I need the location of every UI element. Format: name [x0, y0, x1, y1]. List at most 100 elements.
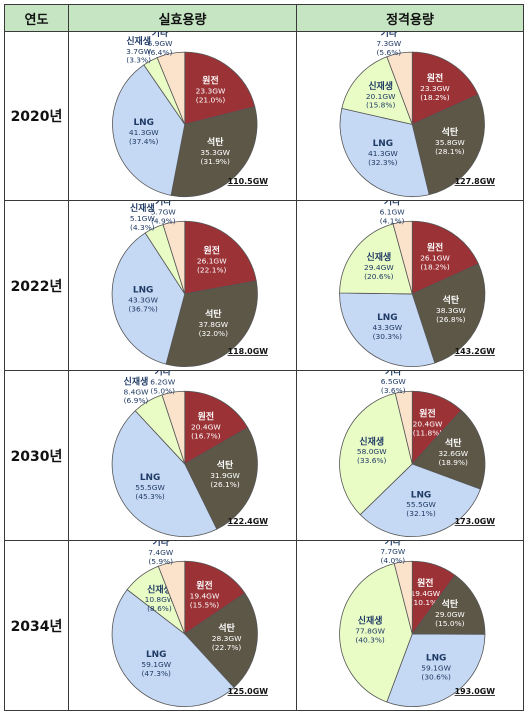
pie-slice-renewable — [341, 56, 413, 125]
slice-value-lng: 55.5GW — [406, 500, 436, 509]
slice-value-renewable: 77.8GW — [355, 627, 385, 636]
slice-value-nuclear: 20.4GW — [191, 422, 221, 431]
slice-value-renewable: 3.7GW — [126, 47, 152, 56]
capacity-table-wrapper: 연도 실효용량 정격용량 2020년 원전 23.3GW (21.0%) 석탄 35.3… — [4, 4, 524, 711]
slice-percent-nuclear: (10.1%) — [411, 598, 441, 607]
slice-value-other: 6.2GW — [150, 378, 176, 387]
slice-name-coal: 석탄 — [217, 459, 234, 471]
slice-value-lng: 41.3GW — [368, 149, 398, 158]
slice-percent-lng: (45.3%) — [135, 492, 165, 501]
slice-label-other: 기타7.3GW(5.6%) — [376, 32, 402, 57]
cell-2020-effective: 원전 23.3GW (21.0%) 석탄 35.3GW (31.9%) LNG 41.3GW(… — [68, 31, 297, 201]
pie-slice-nuclear — [184, 560, 246, 635]
slice-percent-renewable: (20.6%) — [364, 272, 394, 281]
slice-name-coal: 석탄 — [445, 437, 462, 449]
slice-value-other: 7.4GW — [148, 548, 174, 557]
total-capacity-label: 118.0GW — [228, 347, 269, 356]
slice-value-renewable: 5.1GW — [130, 214, 156, 223]
slice-value-nuclear: 26.1GW — [420, 254, 450, 263]
slice-value-renewable: 20.1GW — [366, 92, 396, 101]
slice-name-coal: 석탄 — [218, 622, 235, 634]
pie-slice-nuclear — [411, 220, 479, 295]
slice-name-lng: LNG — [426, 654, 447, 664]
slice-value-coal: 35.3GW — [200, 148, 230, 157]
slice-name-nuclear: 원전 — [204, 245, 220, 257]
slice-name-nuclear: 원전 — [196, 580, 212, 592]
row-2020: 2020년 원전 23.3GW (21.0%) 석탄 35.3GW (31.9%) LNG 4… — [4, 31, 524, 201]
slice-percent-other: (4.1%) — [380, 216, 405, 225]
slice-name-other: 기타 — [385, 371, 402, 377]
row-2034: 2034년 원전 19.4GW (15.5%) 석탄 28.3GW (22.7%) LNG 5… — [4, 540, 524, 711]
pie-slice-coal — [411, 409, 486, 490]
pie-slice-lng — [339, 107, 430, 197]
slice-value-nuclear: 20.4GW — [413, 420, 443, 429]
slice-percent-other: (5.9%) — [148, 557, 173, 566]
slice-percent-coal: (26.1%) — [210, 480, 240, 489]
slice-percent-nuclear: (18.2%) — [420, 262, 450, 271]
slice-percent-renewable: (6.9%) — [124, 396, 149, 405]
pie-slice-lng — [111, 232, 186, 365]
slice-value-nuclear: 19.4GW — [410, 589, 440, 598]
slice-percent-coal: (26.8%) — [436, 315, 466, 324]
slice-value-coal: 35.8GW — [435, 138, 465, 147]
pie-slice-coal — [184, 427, 258, 530]
pie-slice-lng — [112, 64, 186, 196]
slice-value-lng: 59.1GW — [141, 660, 171, 669]
slice-percent-lng: (30.6%) — [421, 673, 451, 682]
slice-name-other: 기타 — [381, 32, 398, 39]
slice-name-nuclear: 원전 — [427, 242, 443, 254]
slice-percent-renewable: (33.6%) — [357, 456, 387, 465]
slice-value-lng: 43.3GW — [128, 295, 158, 304]
pie-slice-coal — [411, 574, 486, 635]
total-capacity-label: 122.4GW — [228, 517, 269, 526]
pie-chart-2030-effective: 원전20.4GW(16.7%)석탄31.9GW(26.1%)LNG55.5GW(… — [111, 371, 269, 538]
slice-value-renewable: 58.0GW — [357, 447, 387, 456]
total-capacity-label: 173.0GW — [455, 517, 496, 526]
cell-2022-effective: 원전 26.1GW (22.1%) 석탄 37.8GW (32.0%) LNG 43.3GW(… — [68, 200, 297, 371]
pie-chart-2020-rated: 원전23.3GW(18.2%)석탄35.8GW(28.1%)LNG41.3GW(… — [339, 32, 495, 197]
pie-slice-other — [392, 220, 413, 295]
slice-name-coal: 석탄 — [207, 136, 224, 148]
pie-slice-coal — [411, 263, 486, 364]
slice-percent-lng: (47.3%) — [142, 669, 172, 678]
slice-percent-other: (4.9%) — [151, 216, 176, 225]
total-capacity-label: 125.0GW — [228, 687, 269, 696]
total-capacity-label: 193.0GW — [455, 687, 496, 696]
cell-2034-rated: 원전 19.4GW (10.1%) 석탄 29.0GW (15.0%) LNG 59.1GW(… — [296, 540, 524, 711]
slice-name-renewable: 신재생 — [147, 583, 172, 595]
slice-percent-renewable: (3.3%) — [126, 56, 151, 65]
slice-name-nuclear: 원전 — [202, 74, 218, 86]
slice-value-renewable: 10.8GW — [145, 595, 175, 604]
slice-value-lng: 55.5GW — [135, 483, 165, 492]
year-label: 2034년 — [4, 540, 69, 711]
slice-label-other: 기타6.5GW(3.6%) — [381, 371, 407, 395]
pie-chart-2030-rated: 원전20.4GW(11.8%)석탄32.6GW(18.9%)LNG55.5GW(… — [339, 371, 496, 537]
slice-name-other: 기타 — [152, 32, 169, 39]
slice-percent-lng: (37.4%) — [129, 137, 159, 146]
cell-2020-rated: 원전 23.3GW (18.2%) 석탄 35.8GW (28.1%) LNG 41.3GW(… — [296, 31, 524, 201]
slice-percent-other: (5.6%) — [376, 48, 401, 57]
slice-value-lng: 59.1GW — [421, 664, 451, 673]
capacity-table: 연도 실효용량 정격용량 2020년 원전 23.3GW (21.0%) 석탄 35.3… — [4, 4, 524, 711]
slice-name-nuclear: 원전 — [419, 408, 435, 420]
slice-value-other: 7.7GW — [380, 547, 406, 556]
slice-percent-renewable: (15.8%) — [366, 101, 396, 110]
slice-name-nuclear: 원전 — [427, 72, 443, 84]
slice-name-other: 기타 — [384, 201, 401, 207]
pie-slice-nuclear — [411, 51, 479, 126]
slice-name-renewable: 신재생 — [359, 435, 384, 447]
row-2030: 2030년 원전 20.4GW (16.7%) 석탄 31.9GW (26.1%) LNG 5… — [4, 370, 524, 541]
pie-slice-other — [386, 51, 413, 125]
